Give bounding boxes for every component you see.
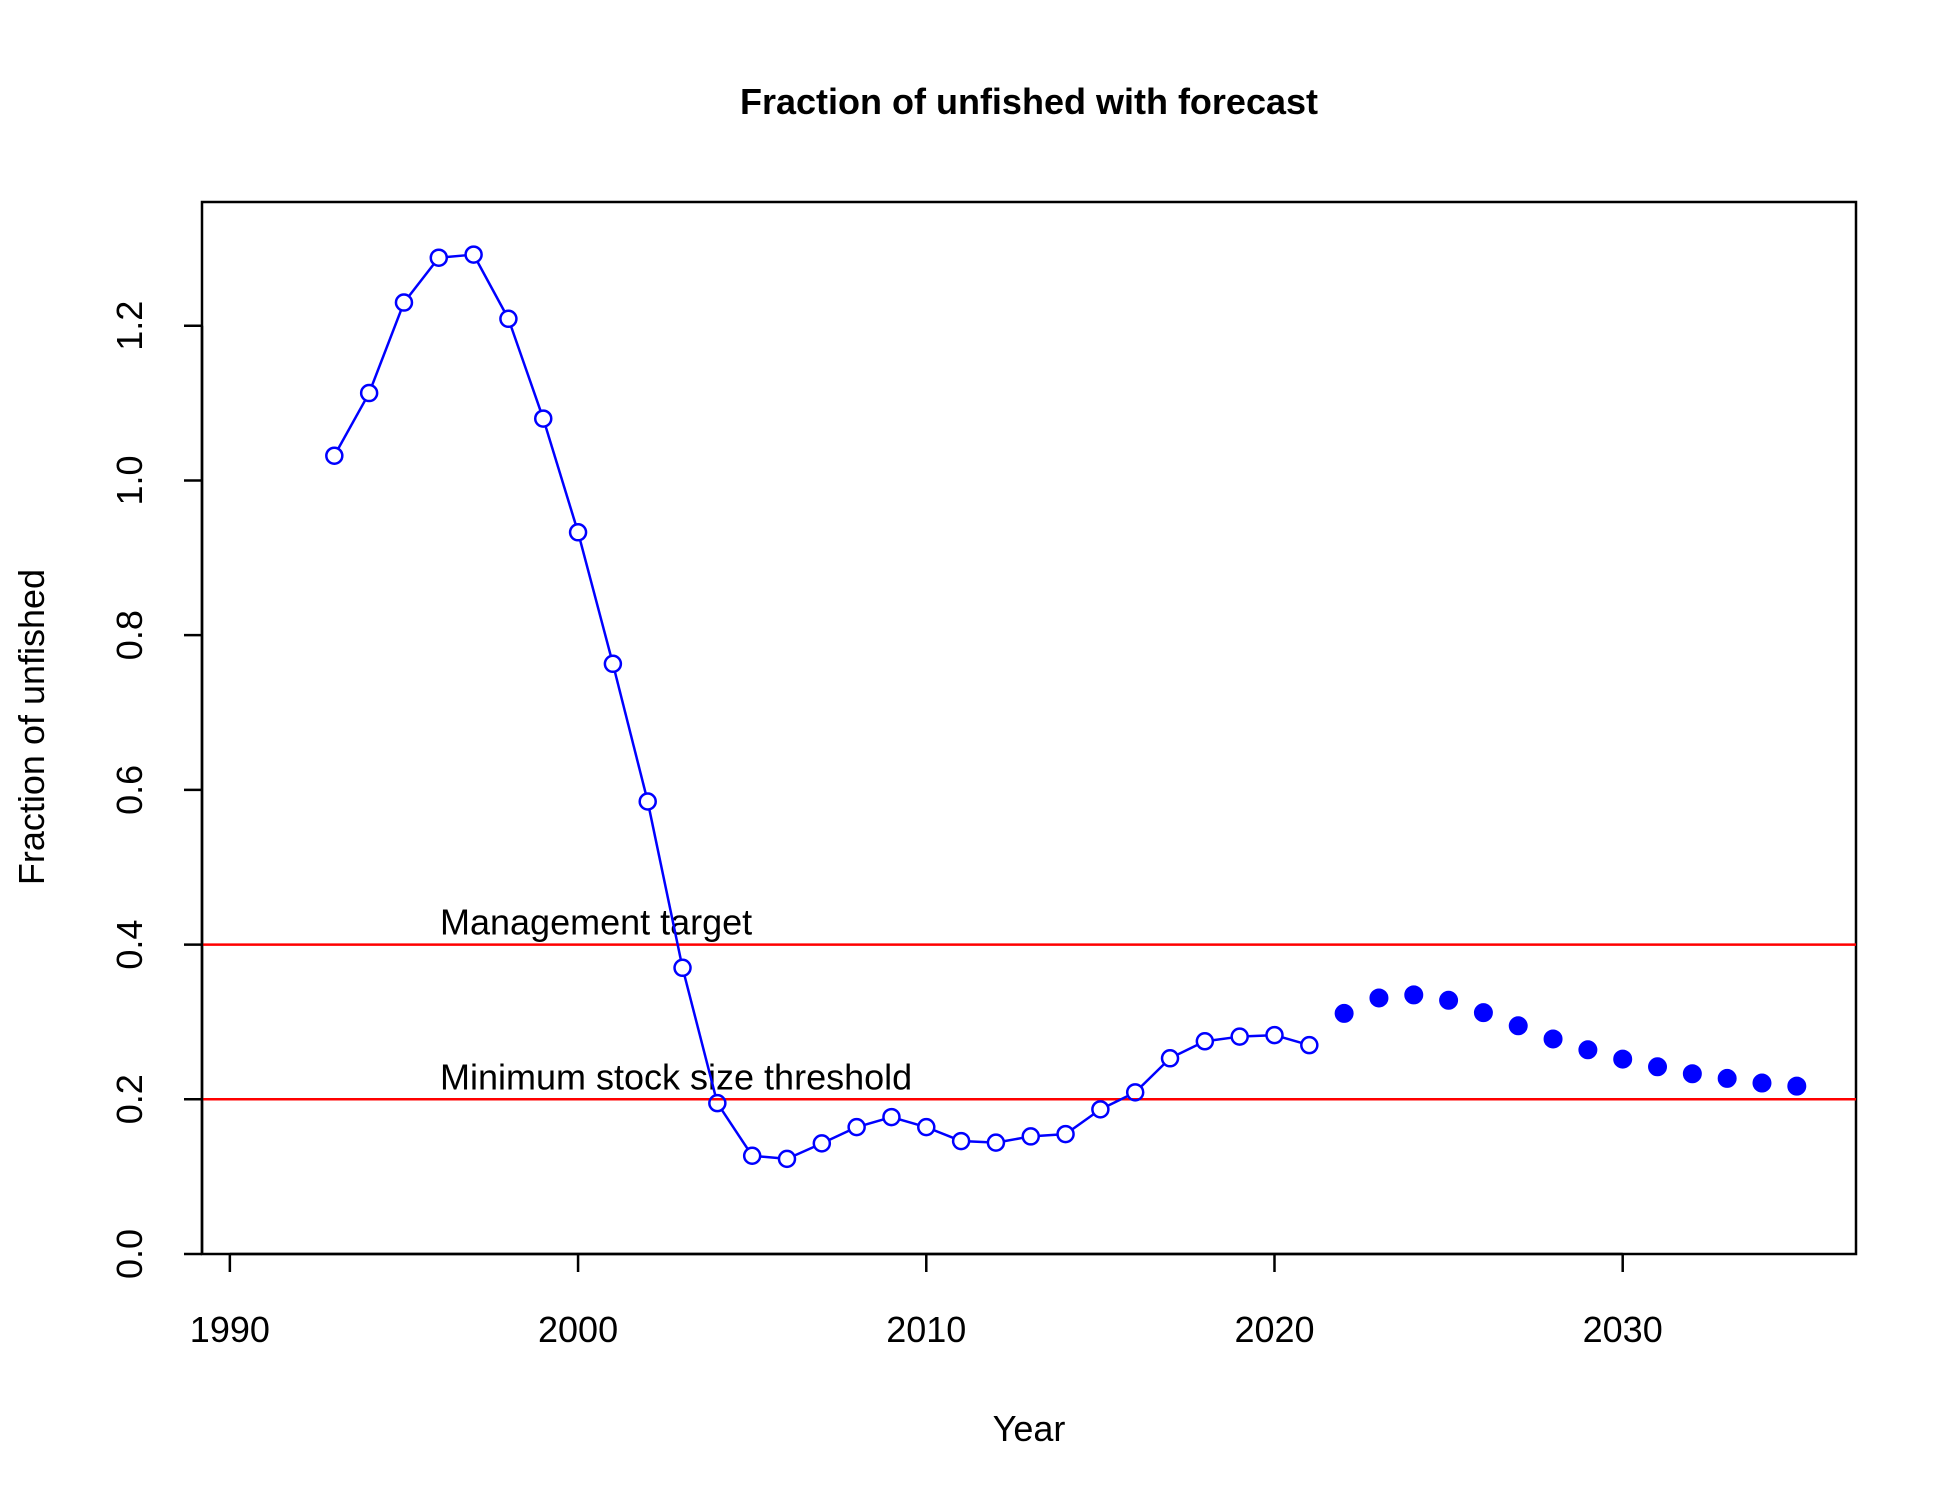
series-line-segment xyxy=(1003,1136,1024,1143)
data-point-filled xyxy=(1613,1049,1633,1069)
series-line-segment xyxy=(613,671,647,795)
data-point-open xyxy=(1230,1027,1249,1046)
series-line-segment xyxy=(1140,1062,1166,1088)
series-line-segment xyxy=(509,325,542,412)
series-line-segment xyxy=(1212,1036,1232,1042)
y-tick-label: 0.8 xyxy=(109,610,150,660)
data-point-open xyxy=(359,383,379,403)
series-layer xyxy=(325,245,1807,1169)
data-point-open xyxy=(533,409,553,428)
data-point-open xyxy=(394,293,414,312)
y-tick-label: 0.4 xyxy=(109,920,150,970)
data-point-filled xyxy=(1473,1003,1493,1023)
data-point-filled xyxy=(1334,1003,1354,1023)
data-point-open xyxy=(882,1107,901,1127)
series-0 xyxy=(325,245,1319,1169)
data-point-open xyxy=(464,245,483,264)
x-axis-label: Year xyxy=(993,1408,1066,1449)
x-tick-label: 1990 xyxy=(190,1309,270,1350)
data-point-filled xyxy=(1682,1064,1702,1084)
data-point-open xyxy=(1195,1032,1215,1051)
series-line-segment xyxy=(337,399,367,450)
data-point-open xyxy=(777,1149,797,1169)
data-point-open xyxy=(1265,1025,1284,1045)
data-point-filled xyxy=(1752,1073,1772,1093)
series-line-segment xyxy=(446,254,466,259)
data-point-filled xyxy=(1648,1057,1668,1077)
data-point-open xyxy=(568,523,588,542)
data-point-filled xyxy=(1578,1040,1598,1060)
series-line-segment xyxy=(1038,1133,1058,1138)
y-tick-label: 0.0 xyxy=(109,1229,150,1279)
series-line-segment xyxy=(476,261,506,313)
series-line-segment xyxy=(863,1118,885,1127)
x-tick-label: 2030 xyxy=(1583,1309,1663,1350)
data-point-open xyxy=(1091,1100,1110,1119)
x-tick-label: 2010 xyxy=(886,1309,966,1350)
series-line-segment xyxy=(1281,1036,1302,1045)
y-axis: 0.0 0.2 0.4 0.6 0.8 1.0 1.2 xyxy=(109,301,204,1279)
data-point-open xyxy=(847,1117,866,1137)
reference-lines: Management target Minimum stock size thre… xyxy=(202,902,1856,1101)
data-point-filled xyxy=(1787,1076,1807,1096)
y-tick-label: 1.2 xyxy=(109,301,150,351)
data-point-filled xyxy=(1439,990,1459,1010)
reference-line-label: Minimum stock size threshold xyxy=(440,1056,912,1097)
data-point-filled xyxy=(1508,1016,1528,1036)
data-point-open xyxy=(986,1133,1006,1152)
series-line-segment xyxy=(969,1140,988,1144)
series-line-segment xyxy=(898,1118,919,1127)
x-tick-label: 2000 xyxy=(538,1309,618,1350)
data-point-open xyxy=(742,1146,762,1166)
series-line-segment xyxy=(1247,1034,1267,1038)
series-1 xyxy=(1334,985,1807,1096)
series-line-segment xyxy=(683,975,717,1096)
data-point-open xyxy=(325,446,344,465)
data-point-open xyxy=(951,1131,971,1151)
data-point-filled xyxy=(1717,1068,1737,1088)
series-line-segment xyxy=(1176,1043,1199,1056)
y-tick-label: 0.2 xyxy=(109,1074,150,1124)
series-line-segment xyxy=(544,425,577,526)
chart-title: Fraction of unfished with forecast xyxy=(740,81,1318,122)
reference-line-label: Management target xyxy=(440,902,752,943)
data-point-open xyxy=(429,248,449,267)
series-line-segment xyxy=(1107,1094,1129,1107)
data-point-open xyxy=(917,1117,936,1137)
series-line-segment xyxy=(648,809,683,961)
series-line-segment xyxy=(407,263,435,298)
y-axis-label: Fraction of unfished xyxy=(11,569,52,885)
data-point-open xyxy=(673,958,692,978)
series-line-segment xyxy=(578,539,613,657)
data-point-open xyxy=(1021,1127,1040,1146)
data-point-open xyxy=(1300,1035,1319,1055)
series-line-segment xyxy=(933,1128,955,1140)
data-point-open xyxy=(812,1134,832,1153)
data-point-open xyxy=(1125,1083,1145,1102)
series-line-segment xyxy=(370,309,403,387)
data-point-open xyxy=(1056,1124,1075,1144)
series-line-segment xyxy=(760,1155,780,1160)
data-point-open xyxy=(708,1093,727,1113)
series-line-segment xyxy=(793,1145,816,1157)
data-point-open xyxy=(499,309,518,329)
x-tick-label: 2020 xyxy=(1234,1309,1314,1350)
series-line-segment xyxy=(720,1109,749,1150)
data-point-filled xyxy=(1369,988,1389,1008)
data-point-open xyxy=(603,654,623,674)
data-point-filled xyxy=(1543,1029,1563,1049)
y-tick-label: 0.6 xyxy=(109,765,150,815)
data-point-open xyxy=(1160,1049,1180,1068)
y-tick-label: 1.0 xyxy=(109,455,150,505)
x-axis: 1990 2000 2010 2020 2030 xyxy=(190,1252,1663,1350)
series-line-segment xyxy=(828,1129,850,1142)
data-point-open xyxy=(638,792,657,811)
data-point-filled xyxy=(1404,985,1424,1005)
series-line-segment xyxy=(1071,1112,1095,1131)
